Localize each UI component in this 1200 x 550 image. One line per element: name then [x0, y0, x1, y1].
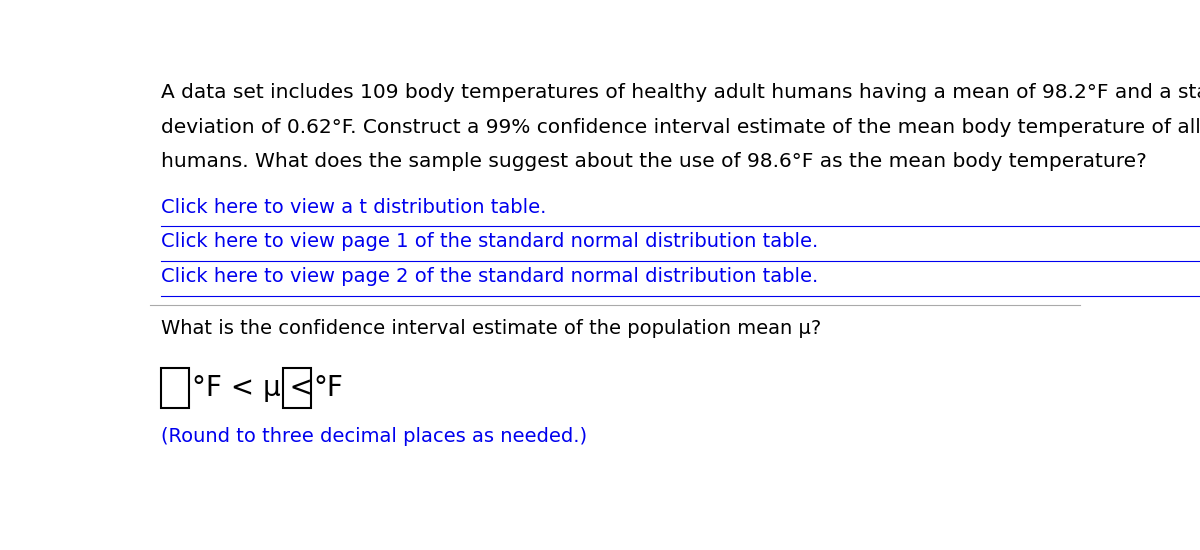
- Text: deviation of 0.62°F. Construct a 99% confidence interval estimate of the mean bo: deviation of 0.62°F. Construct a 99% con…: [161, 118, 1200, 136]
- Text: °F: °F: [313, 373, 343, 402]
- Text: humans. What does the sample suggest about the use of 98.6°F as the mean body te: humans. What does the sample suggest abo…: [161, 152, 1147, 172]
- FancyBboxPatch shape: [161, 367, 190, 408]
- Text: °F < μ <: °F < μ <: [192, 373, 322, 402]
- Text: (Round to three decimal places as needed.): (Round to three decimal places as needed…: [161, 427, 587, 446]
- Text: A data set includes 109 body temperatures of healthy adult humans having a mean : A data set includes 109 body temperature…: [161, 83, 1200, 102]
- Text: What is the confidence interval estimate of the population mean μ?: What is the confidence interval estimate…: [161, 319, 822, 338]
- Text: Click here to view page 1 of the standard normal distribution table.: Click here to view page 1 of the standar…: [161, 233, 818, 251]
- Text: Click here to view a t distribution table.: Click here to view a t distribution tabl…: [161, 197, 546, 217]
- FancyBboxPatch shape: [283, 367, 311, 408]
- Text: Click here to view page 2 of the standard normal distribution table.: Click here to view page 2 of the standar…: [161, 267, 818, 286]
